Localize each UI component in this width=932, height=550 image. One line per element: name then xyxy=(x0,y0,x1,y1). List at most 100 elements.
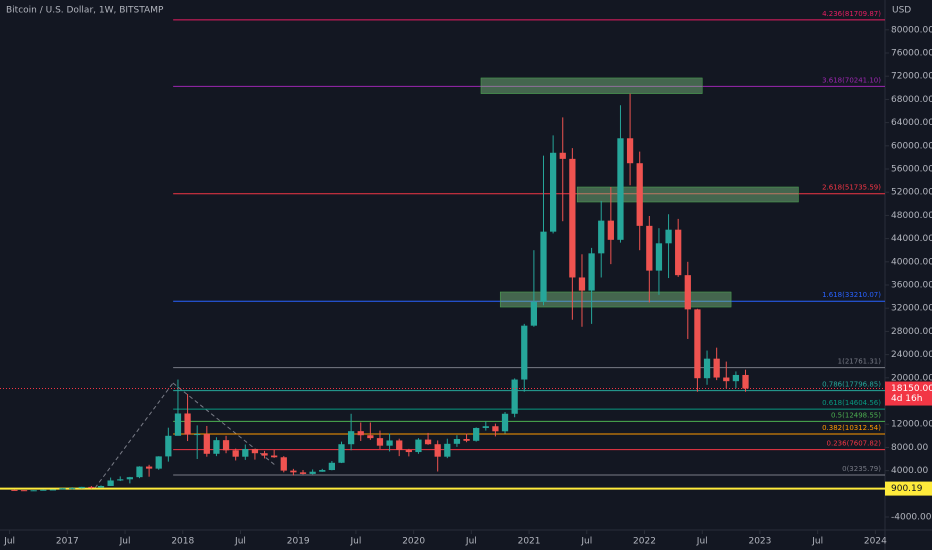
candle-body xyxy=(280,457,287,471)
candle-body xyxy=(405,450,412,453)
zone xyxy=(499,291,732,308)
x-tick-label: 2018 xyxy=(171,537,194,547)
candle-body xyxy=(174,413,182,436)
y-tick-label: 40000.00 xyxy=(891,257,932,267)
candle-body xyxy=(521,325,528,380)
candle-body xyxy=(213,440,220,454)
candle-body xyxy=(78,486,85,489)
candle-body xyxy=(251,448,259,454)
x-tick-label: 2020 xyxy=(402,537,425,547)
x-tick-label: Jul xyxy=(234,537,246,547)
candle-body xyxy=(367,435,374,439)
candle-body xyxy=(194,434,201,436)
candle-body xyxy=(607,220,614,240)
y-tick-label: 52000.00 xyxy=(891,188,932,198)
y-tick-label: 80000.00 xyxy=(891,25,932,35)
candle-body xyxy=(347,431,355,445)
last-price-label: 18150.00 xyxy=(891,384,932,394)
candle-body xyxy=(501,413,509,432)
y-tick-label: 76000.00 xyxy=(891,49,932,59)
axis-unit: USD xyxy=(892,6,911,16)
candle-body xyxy=(646,225,653,271)
candle-body xyxy=(271,455,278,458)
candle-body xyxy=(97,485,105,488)
zone xyxy=(576,186,799,203)
fib-label: 0.786(17796.85) xyxy=(822,381,881,389)
candle-body xyxy=(242,448,249,457)
y-tick-label: 56000.00 xyxy=(891,165,932,175)
candle-body xyxy=(107,480,114,486)
price-label-box xyxy=(885,481,932,496)
candle-body xyxy=(319,470,326,472)
fib-label: 3.618(70241.10) xyxy=(822,76,881,84)
candle-body xyxy=(530,301,538,326)
candle-body xyxy=(117,479,124,481)
candle-body xyxy=(299,472,307,474)
fib-label: 0(3235.79) xyxy=(842,465,881,473)
candle-body xyxy=(453,438,461,444)
fib-label: 0.618(14604.56) xyxy=(822,399,881,407)
last-price-box xyxy=(885,381,932,406)
y-tick-label: 72000.00 xyxy=(891,72,932,82)
x-tick-label: 2023 xyxy=(748,537,771,547)
chart-title: Bitcoin / U.S. Dollar, 1W, BITSTAMP xyxy=(6,6,164,16)
x-tick-label: Jul xyxy=(349,537,361,547)
candle-body xyxy=(145,466,153,469)
candle-body xyxy=(20,490,28,492)
candle-body xyxy=(30,490,37,492)
trend-line xyxy=(172,382,276,466)
candle-body xyxy=(492,426,499,432)
fib-label: 4.236(81709.87) xyxy=(822,10,881,18)
candle-body xyxy=(473,427,480,441)
candle-body xyxy=(126,477,133,480)
fib-label: 2.618(51735.59) xyxy=(822,184,881,192)
candle-body xyxy=(88,486,95,488)
x-tick-label: 2017 xyxy=(56,537,79,547)
candle-body xyxy=(732,374,740,382)
fib-label: 1(21761.31) xyxy=(838,358,882,366)
x-tick-label: Jul xyxy=(119,537,131,547)
candle-body xyxy=(463,438,470,441)
x-tick-label: 2022 xyxy=(633,537,656,547)
y-tick-label: 8000.00 xyxy=(891,443,928,453)
candle-body xyxy=(588,253,595,291)
candle-body xyxy=(328,462,336,471)
candle-body xyxy=(309,471,316,474)
candle-body xyxy=(69,488,76,490)
candle-body xyxy=(549,152,557,232)
candle-body xyxy=(569,158,576,278)
candle-body xyxy=(136,466,143,478)
x-tick-label: Jul xyxy=(696,537,708,547)
candle-body xyxy=(713,358,720,378)
candle-body xyxy=(11,489,18,491)
candle-body xyxy=(232,450,239,457)
x-tick-label: Jul xyxy=(580,537,592,547)
y-tick-label: 68000.00 xyxy=(891,95,932,105)
candle-body xyxy=(415,439,422,453)
fib-label: 0.236(7607.82) xyxy=(827,440,882,448)
x-tick-label: Jul xyxy=(3,537,15,547)
trend-line xyxy=(94,382,174,489)
candle-body xyxy=(165,435,172,457)
candle-body xyxy=(434,444,441,457)
candle-body xyxy=(49,489,57,491)
y-tick-label: 4000.00 xyxy=(891,466,928,476)
candle-body xyxy=(636,163,643,226)
candle-body xyxy=(703,358,711,379)
candle-body xyxy=(684,275,691,310)
x-tick-label: Jul xyxy=(465,537,477,547)
candle-body xyxy=(222,440,230,451)
candle-body xyxy=(386,440,393,446)
candle-body xyxy=(357,431,364,436)
y-tick-label: 44000.00 xyxy=(891,234,932,244)
candle-body xyxy=(59,488,66,490)
x-tick-label: 2019 xyxy=(287,537,310,547)
x-tick-label: Jul xyxy=(811,537,823,547)
candle-body xyxy=(155,456,162,469)
candle-body xyxy=(617,138,624,240)
candle-body xyxy=(578,277,586,291)
price-label: 900.19 xyxy=(891,484,923,494)
y-tick-label: 48000.00 xyxy=(891,211,932,221)
y-tick-label: 20000.00 xyxy=(891,373,932,383)
y-tick-label: 28000.00 xyxy=(891,327,932,337)
